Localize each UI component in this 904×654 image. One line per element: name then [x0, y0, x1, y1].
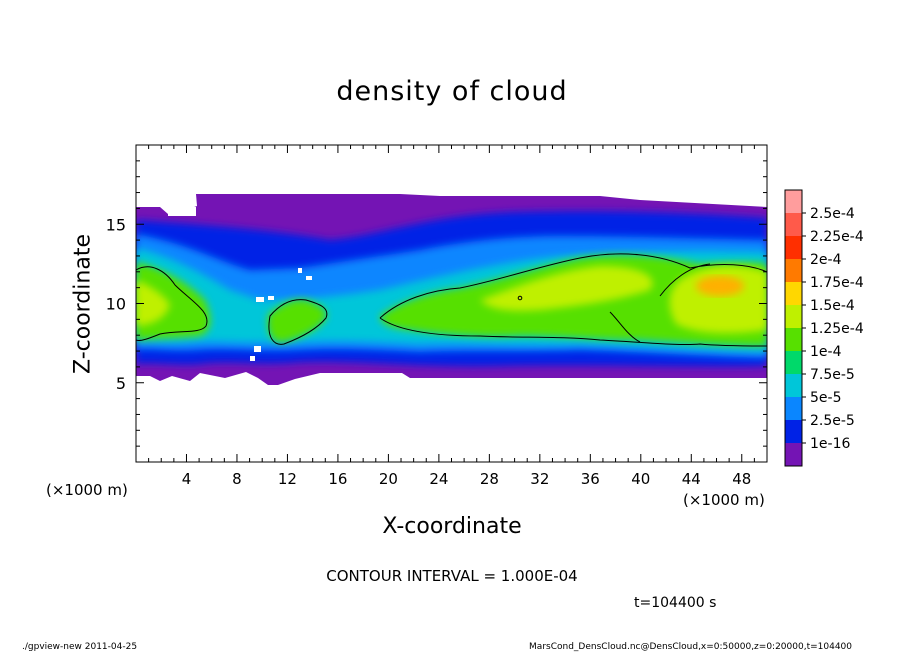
x-axis-unit: (×1000 m) [683, 491, 765, 509]
colorbar-label: 2.5e-4 [810, 206, 855, 222]
y-axis-title: Z-coordinate [70, 234, 96, 374]
field-gaps [168, 207, 312, 361]
x-tick-label: 16 [328, 470, 347, 488]
colorbar-swatch [785, 259, 802, 283]
footer-file-info: MarsCond_DensCloud.nc@DensCloud,x=0:5000… [529, 642, 852, 652]
colorbar-label: 1e-4 [810, 344, 842, 360]
colorbar-swatch [785, 236, 802, 260]
colorbar-label: 1e-16 [810, 436, 850, 452]
colorbar-swatch [785, 397, 802, 421]
x-axis-title: X-coordinate [382, 514, 522, 539]
field-lime [136, 265, 767, 334]
colorbar-swatch [785, 328, 802, 352]
colorbar-labels: 2.5e-4 2.25e-4 2e-4 1.75e-4 1.5e-4 1.25e-4 1e-… [802, 206, 864, 452]
chart-title: density of cloud [336, 76, 568, 107]
x-tick-label: 20 [379, 470, 398, 488]
colorbar-label: 1.5e-4 [810, 298, 855, 314]
x-tick-label: 28 [480, 470, 499, 488]
colorbar-swatch [785, 443, 802, 467]
x-axis-tick-labels: 4 8 12 16 20 24 28 32 36 40 44 48 [182, 470, 752, 488]
y-axis-ticks [136, 144, 767, 463]
density-field [136, 194, 767, 385]
contour-1e-4 [136, 253, 767, 347]
colorbar-swatch [785, 420, 802, 444]
colorbar [784, 189, 803, 467]
colorbar-swatch [785, 305, 802, 329]
colorbar-label: 2e-4 [810, 252, 842, 268]
x-tick-label: 4 [182, 470, 192, 488]
y-axis-unit: (×1000 m) [46, 481, 128, 499]
field-hotspot [696, 276, 744, 296]
x-tick-label: 36 [581, 470, 600, 488]
x-tick-label: 12 [278, 470, 297, 488]
y-tick-label: 15 [106, 215, 126, 234]
colorbar-swatch [785, 190, 802, 214]
colorbar-label: 5e-5 [810, 390, 841, 406]
x-tick-label: 44 [682, 470, 701, 488]
x-tick-label: 48 [732, 470, 751, 488]
y-axis-tick-labels: 5 10 15 [106, 215, 126, 393]
colorbar-swatch [785, 374, 802, 398]
time-text: t=104400 s [634, 595, 717, 611]
colorbar-swatch [785, 282, 802, 306]
colorbar-label: 2.5e-5 [810, 413, 855, 429]
y-tick-label: 10 [106, 295, 126, 314]
x-axis-ticks [135, 145, 768, 462]
colorbar-label: 1.25e-4 [810, 321, 864, 337]
x-tick-label: 8 [232, 470, 242, 488]
y-tick-label: 5 [116, 374, 126, 393]
colorbar-swatch [785, 213, 802, 237]
colorbar-label: 2.25e-4 [810, 229, 864, 245]
colorbar-label: 7.5e-5 [810, 367, 855, 383]
colorbar-label: 1.75e-4 [810, 275, 864, 291]
x-tick-label: 32 [530, 470, 549, 488]
footer-program-date: ./gpview-new 2011-04-25 [22, 642, 138, 652]
x-tick-label: 40 [631, 470, 650, 488]
x-tick-label: 24 [429, 470, 448, 488]
colorbar-swatch [785, 351, 802, 375]
contour-interval-text: CONTOUR INTERVAL = 1.000E-04 [326, 567, 578, 585]
